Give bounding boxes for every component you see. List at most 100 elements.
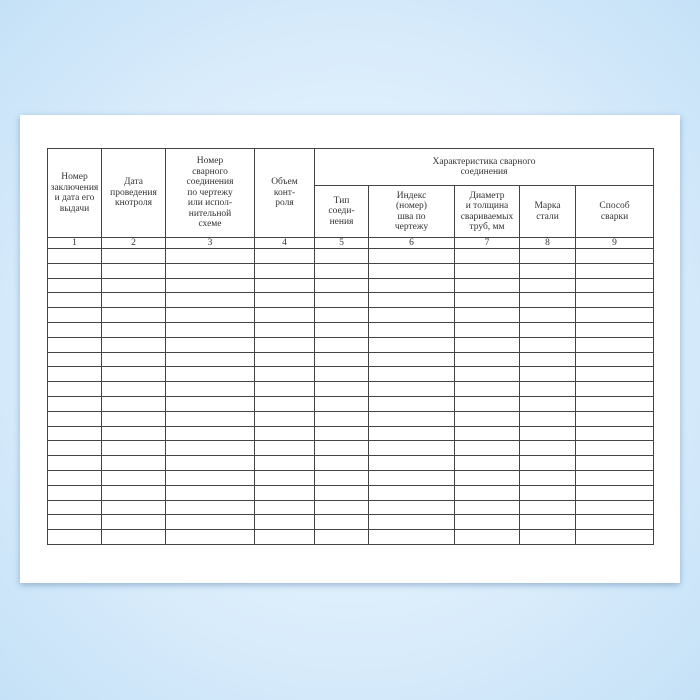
table-cell <box>454 262 520 279</box>
header-joint-characteristics: Характеристика сварного соединения <box>313 148 655 186</box>
table-cell <box>454 351 520 368</box>
table-row <box>47 499 655 516</box>
table-cell <box>165 262 255 279</box>
table-cell <box>454 425 520 442</box>
table-cell <box>368 395 455 412</box>
table-cell <box>101 425 166 442</box>
table-cell <box>165 307 255 323</box>
table-cell <box>368 440 455 457</box>
table-cell <box>47 366 102 383</box>
table-cell <box>254 381 315 397</box>
table-cell <box>574 292 655 309</box>
table-cell <box>454 529 520 545</box>
table-cell <box>368 336 455 353</box>
table-cell <box>314 484 369 501</box>
table-cell <box>165 499 255 516</box>
table-row <box>47 277 655 294</box>
header-seam-index: Индекс (номер) шва по чертежу <box>368 185 455 238</box>
column-number: 5 <box>314 237 369 249</box>
table-cell <box>454 499 520 516</box>
table-cell <box>368 262 455 279</box>
table-cell <box>314 529 369 545</box>
table-cell <box>368 455 455 471</box>
table-cell <box>519 425 576 442</box>
table-cell <box>47 395 102 412</box>
table-cell <box>254 248 315 264</box>
column-number: 7 <box>454 237 520 249</box>
table-cell <box>574 277 655 294</box>
table-cell <box>101 307 166 323</box>
table-cell <box>47 381 102 397</box>
table-cell <box>454 366 520 383</box>
table-cell <box>574 307 655 323</box>
table-cell <box>101 381 166 397</box>
table-cell <box>454 381 520 397</box>
column-number: 8 <box>519 237 576 249</box>
table-cell <box>101 440 166 457</box>
table-cell <box>574 425 655 442</box>
table-cell <box>519 395 576 412</box>
table-cell <box>165 514 255 531</box>
table-cell <box>454 484 520 501</box>
table-cell <box>368 499 455 516</box>
table-cell <box>101 366 166 383</box>
table-cell <box>368 292 455 309</box>
table-cell <box>454 321 520 338</box>
table-cell <box>314 321 369 338</box>
table-cell <box>519 321 576 338</box>
table-cell <box>101 455 166 471</box>
table-cell <box>519 292 576 309</box>
table-cell <box>574 262 655 279</box>
table-cell <box>454 292 520 309</box>
table-cell <box>101 410 166 427</box>
table-cell <box>254 277 315 294</box>
header-pipe-diameter: Диаметр и толщина свариваемых труб, мм <box>454 185 520 238</box>
table-cell <box>368 277 455 294</box>
table-row <box>47 262 655 279</box>
table-cell <box>254 366 315 383</box>
table-cell <box>519 455 576 471</box>
table-cell <box>101 484 166 501</box>
table-cell <box>574 366 655 383</box>
table-cell <box>314 336 369 353</box>
table-cell <box>47 514 102 531</box>
table-cell <box>101 321 166 338</box>
table-cell <box>314 307 369 323</box>
table-cell <box>254 395 315 412</box>
table-cell <box>47 321 102 338</box>
table-cell <box>519 484 576 501</box>
table-cell <box>254 262 315 279</box>
table-row <box>47 514 655 531</box>
table-cell <box>47 248 102 264</box>
table-cell <box>574 248 655 264</box>
table-cell <box>47 277 102 294</box>
table-cell <box>165 410 255 427</box>
table-cell <box>368 307 455 323</box>
table-cell <box>519 336 576 353</box>
table-cell <box>314 425 369 442</box>
table-row <box>47 469 655 486</box>
table-cell <box>314 248 369 264</box>
table-cell <box>519 248 576 264</box>
table-cell <box>368 351 455 368</box>
table-cell <box>519 440 576 457</box>
table-cell <box>254 351 315 368</box>
table-cell <box>519 529 576 545</box>
table-cell <box>254 410 315 427</box>
table-cell <box>101 262 166 279</box>
table-cell <box>368 381 455 397</box>
table-cell <box>254 514 315 531</box>
table-cell <box>254 484 315 501</box>
table-cell <box>165 469 255 486</box>
table-cell <box>165 455 255 471</box>
document-sheet: Номер заключения и дата его выдачи Дата … <box>20 115 680 583</box>
table-cell <box>368 321 455 338</box>
table-cell <box>101 499 166 516</box>
table-cell <box>165 529 255 545</box>
table-cell <box>519 366 576 383</box>
table-cell <box>574 336 655 353</box>
table-cell <box>254 336 315 353</box>
table-cell <box>454 395 520 412</box>
table-cell <box>314 514 369 531</box>
table-cell <box>454 469 520 486</box>
